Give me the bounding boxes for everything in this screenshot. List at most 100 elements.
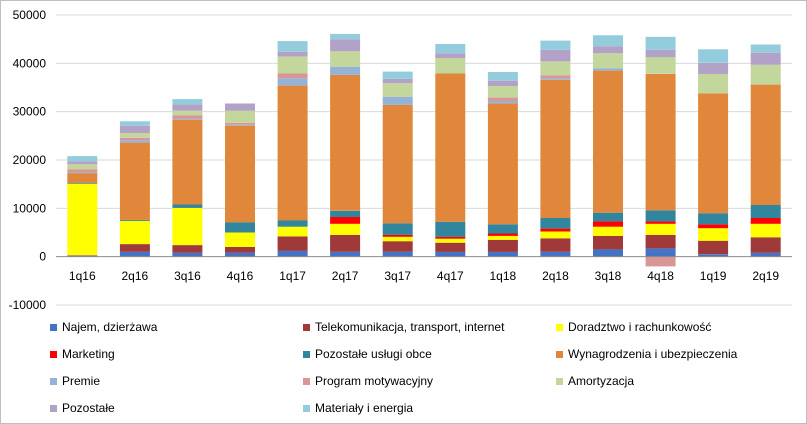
bar-segment bbox=[330, 51, 361, 67]
bar-segment bbox=[225, 124, 255, 126]
x-tick-label: 3q18 bbox=[595, 269, 622, 283]
bars bbox=[67, 33, 781, 267]
bar-segment bbox=[487, 97, 518, 101]
bar-segment bbox=[382, 236, 413, 242]
bar-segment bbox=[540, 231, 571, 239]
bar-segment bbox=[119, 220, 150, 245]
bar-segment bbox=[330, 74, 361, 211]
bar-segment bbox=[487, 235, 518, 240]
x-tick-label: 2q16 bbox=[122, 269, 149, 283]
bar-segment bbox=[382, 223, 413, 235]
bar-segment bbox=[119, 219, 150, 221]
bar-segment bbox=[750, 84, 781, 205]
bar-segment bbox=[277, 226, 308, 237]
bar-segment bbox=[593, 249, 623, 257]
bar-segment bbox=[750, 205, 781, 218]
bar-segment bbox=[593, 212, 623, 222]
bar-segment bbox=[645, 234, 676, 249]
bar-segment bbox=[172, 104, 203, 111]
bar-segment bbox=[435, 236, 466, 239]
bar-segment bbox=[67, 161, 98, 165]
bar-segment bbox=[645, 221, 676, 224]
bar-segment bbox=[593, 46, 623, 54]
bar-segment bbox=[67, 169, 98, 173]
bar-segment bbox=[172, 119, 203, 205]
bar-segment bbox=[698, 240, 729, 255]
bar-segment bbox=[435, 44, 466, 54]
bar-segment bbox=[435, 53, 466, 58]
bar-segment bbox=[119, 142, 150, 220]
x-tick-labels: 1q16 2q16 3q16 4q16 1q17 2q17 3q17 4q17 1q18 2q18… bbox=[69, 269, 779, 283]
bar-segment bbox=[119, 121, 150, 126]
bar-segment bbox=[225, 247, 255, 253]
bar-segment bbox=[540, 228, 571, 232]
bar-segment bbox=[487, 80, 518, 86]
x-tick-label: 3q17 bbox=[384, 269, 411, 283]
bar-segment bbox=[540, 251, 571, 257]
bar-segment bbox=[172, 118, 203, 120]
bar-segment bbox=[382, 234, 413, 237]
x-tick-label: 2q19 bbox=[752, 269, 779, 283]
bar-segment bbox=[67, 183, 98, 256]
bar-segment bbox=[277, 73, 308, 79]
bar-segment bbox=[540, 49, 571, 62]
bar-segment bbox=[435, 251, 466, 257]
bar-segment bbox=[540, 78, 571, 80]
y-tick-label: -10000 bbox=[9, 298, 47, 312]
bar-segment bbox=[750, 64, 781, 85]
bar-segment bbox=[330, 33, 361, 40]
bar-segment bbox=[225, 222, 255, 233]
bar-segment bbox=[172, 207, 203, 246]
y-tick-label: 10000 bbox=[13, 201, 47, 215]
bar-segment bbox=[540, 79, 571, 218]
bar-segment bbox=[540, 75, 571, 79]
bar-segment bbox=[487, 72, 518, 81]
bar-segment bbox=[540, 238, 571, 252]
bar-segment bbox=[487, 251, 518, 257]
bar-segment bbox=[593, 35, 623, 47]
bar-segment bbox=[172, 204, 203, 208]
bar-segment bbox=[67, 173, 98, 183]
bar-segment bbox=[67, 255, 98, 256]
bar-segment bbox=[382, 83, 413, 97]
y-tick-labels: -10000 0 10000 20000 30000 40000 50000 bbox=[9, 8, 47, 312]
bar-segment bbox=[645, 36, 676, 50]
bar-segment bbox=[593, 235, 623, 250]
x-tick-label: 2q18 bbox=[542, 269, 569, 283]
bar-segment bbox=[382, 71, 413, 79]
y-tick-label: 20000 bbox=[13, 153, 47, 167]
bar-segment bbox=[382, 241, 413, 252]
bar-segment bbox=[645, 223, 676, 235]
bar-segment bbox=[119, 140, 150, 143]
y-tick-label: 30000 bbox=[13, 105, 47, 119]
x-tick-label: 4q17 bbox=[437, 269, 464, 283]
bar-segment bbox=[330, 223, 361, 235]
bar-segment bbox=[277, 85, 308, 221]
bar-segment bbox=[645, 74, 676, 211]
bar-segment bbox=[698, 74, 729, 94]
bar-segment bbox=[119, 251, 150, 257]
bar-segment bbox=[330, 39, 361, 52]
bar-segment bbox=[750, 218, 781, 224]
bar-segment bbox=[698, 228, 729, 241]
bar-segment bbox=[645, 57, 676, 74]
x-tick-label: 2q17 bbox=[332, 269, 359, 283]
bar-segment bbox=[487, 239, 518, 252]
bar-segment bbox=[225, 125, 255, 223]
bar-segment bbox=[277, 56, 308, 74]
bar-segment bbox=[645, 49, 676, 58]
x-tick-label: 1q16 bbox=[69, 269, 96, 283]
bar-segment bbox=[330, 251, 361, 257]
bar-segment bbox=[172, 110, 203, 116]
bar-segment bbox=[540, 40, 571, 50]
x-tick-label: 1q17 bbox=[279, 269, 306, 283]
bar-segment bbox=[698, 254, 729, 257]
bar-segment bbox=[435, 238, 466, 243]
bar-segment bbox=[119, 137, 150, 141]
bar-segment bbox=[67, 156, 98, 162]
y-tick-label: 50000 bbox=[13, 8, 47, 22]
bar-segment bbox=[593, 68, 623, 71]
bar-segment bbox=[277, 250, 308, 257]
bar-segment bbox=[382, 251, 413, 257]
